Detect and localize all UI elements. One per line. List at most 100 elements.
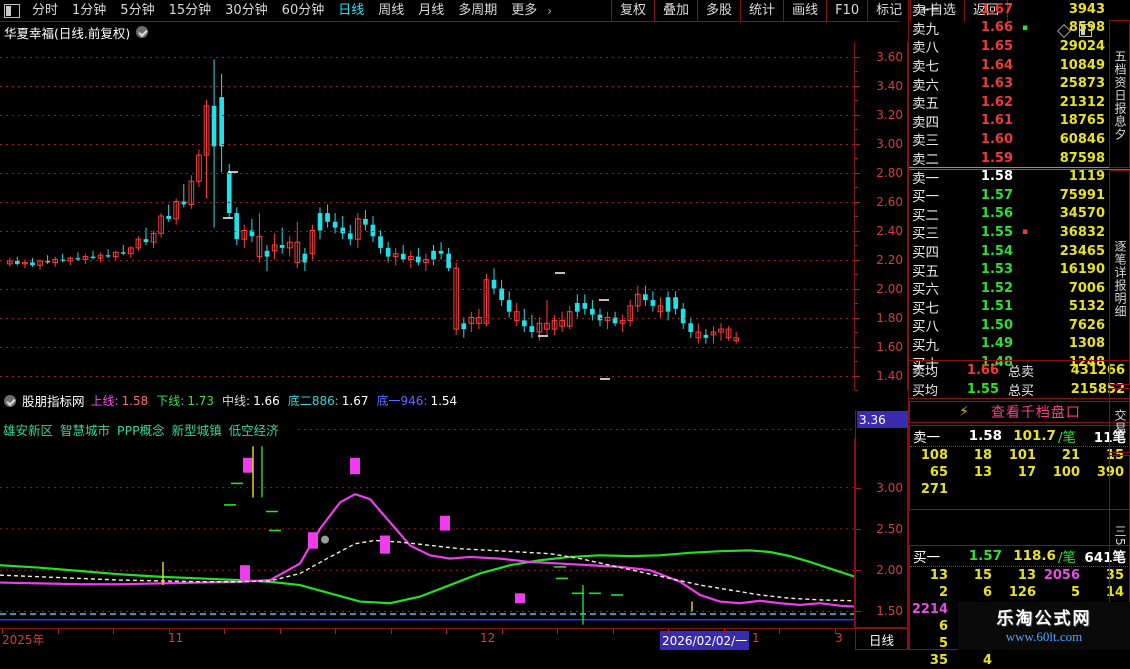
bid-row-0[interactable]: 买一 1.57 75991 [909, 186, 1109, 206]
bid-row-1[interactable]: 买二 1.56 34570 [909, 205, 1109, 224]
ask-row-0[interactable]: 卖十 1.67 3943 [909, 0, 1109, 20]
concept-tags[interactable]: 雄安新区 智慧城市 PPP概念 新型城镇 低空经济 [0, 420, 855, 438]
concept-tag-1[interactable]: 智慧城市 [60, 422, 111, 438]
period-6[interactable]: 日线 [338, 3, 365, 18]
chevron-down-icon[interactable] [136, 26, 149, 38]
date-tickmark [391, 629, 392, 634]
bid-row-6[interactable]: 买七 1.51 5132 [909, 298, 1109, 317]
layout-toggle-icon[interactable] [4, 3, 20, 18]
price-minor-tick [855, 245, 858, 246]
date-tickmark [335, 629, 336, 634]
period-7[interactable]: 周线 [378, 3, 405, 18]
chevron-right-icon[interactable]: › [547, 3, 553, 18]
buy-grid-cell-2-0: 2214 [911, 602, 948, 617]
side-tab-3[interactable]: 三5 [1109, 455, 1130, 615]
side-tab-0[interactable]: 五档资日报息夕 [1109, 20, 1130, 168]
concept-tag-0[interactable]: 雄安新区 [3, 422, 54, 438]
period-5[interactable]: 60分钟 [281, 3, 325, 18]
period-0[interactable]: 分时 [32, 3, 59, 18]
func-button-5[interactable]: F10 [826, 0, 869, 21]
func-button-1[interactable]: 叠加 [654, 0, 699, 21]
bid-row-4[interactable]: 买五 1.53 16190 [909, 260, 1109, 280]
thousand-gear-label[interactable]: 查看千档盘口 [990, 405, 1081, 421]
function-button-bar[interactable]: 复权 叠加 多股 统计 画线 F10 标记 +自选 返回 [611, 0, 1009, 22]
ask-row-6[interactable]: 卖四 1.61 18765 [909, 112, 1109, 131]
bid-row-3[interactable]: 买四 1.54 23465 [909, 242, 1109, 262]
chart-tool-icons[interactable] [1056, 23, 1092, 38]
sell-tick-grid: 108 18 101 21 15 65 13 17 100 390 271 [910, 447, 1130, 498]
bid-row-5[interactable]: 买六 1.52 7006 [909, 279, 1109, 299]
ask-row-2[interactable]: 卖八 1.65 29024 [909, 37, 1109, 57]
date-label-3: 1 [752, 631, 760, 645]
ask-row-5[interactable]: 卖五 1.62 21312 [909, 93, 1109, 113]
func-button-3[interactable]: 统计 [740, 0, 785, 21]
ask-price-3: 1.64 [980, 57, 1013, 73]
period-10[interactable]: 更多 [511, 3, 538, 18]
thousand-gear-link[interactable]: ⚡ 查看千档盘口 [909, 401, 1130, 423]
side-tab-2[interactable]: 交易 [1109, 388, 1130, 453]
indicator-field-value-1: 1.73 [187, 394, 215, 408]
ask-vol-2: 29024 [1059, 38, 1105, 54]
period-2[interactable]: 5分钟 [120, 3, 155, 18]
candlestick-chart[interactable] [0, 42, 855, 390]
func-button-4[interactable]: 画线 [783, 0, 828, 21]
indicator-field-4: 底一946: 1.54 [376, 392, 457, 409]
period-4[interactable]: 30分钟 [225, 3, 268, 18]
period-8[interactable]: 月线 [418, 3, 445, 18]
average-row-0: 卖均 1.66 总卖 431266 [909, 361, 1130, 380]
bid-level-5: 买六 [912, 282, 939, 299]
price-minor-tick [855, 129, 858, 130]
price-tick-6: 2.40 [876, 223, 903, 238]
concept-divider [297, 428, 855, 430]
func-button-8[interactable]: 返回 [964, 0, 1009, 21]
ask-row-7[interactable]: 卖三 1.60 60846 [909, 130, 1109, 150]
ask-price-9: 1.58 [980, 169, 1013, 185]
period-1[interactable]: 1分钟 [72, 3, 107, 18]
ask-row-9[interactable]: 卖一 1.58 1119 [909, 167, 1109, 187]
ask-level-1: 卖九 [912, 21, 939, 38]
price-minor-tick [855, 216, 858, 217]
ask-level-0: 卖十 [912, 3, 939, 20]
date-tickmark [58, 629, 59, 634]
side-tab-1[interactable]: 逐笔详报明细 [1109, 170, 1130, 385]
period-toolbar[interactable]: 分时 1分钟 5分钟 15分钟 30分钟 60分钟 日线 周线 月线 多周期 更多 › [0, 0, 900, 22]
date-tickmark [835, 629, 836, 634]
gridline-8 [0, 288, 854, 290]
concept-tag-3[interactable]: 新型城镇 [171, 422, 222, 438]
period-3[interactable]: 15分钟 [168, 3, 212, 18]
func-button-6[interactable]: 标记 [867, 0, 912, 21]
level2-quotes[interactable]: 卖十 1.67 3943 卖九 1.66 ▪ 8598 卖八 1.65 29024 卖七 1.64 10… [909, 0, 1109, 373]
date-tickmark [446, 629, 447, 634]
ask-vol-9: 1119 [1068, 169, 1105, 185]
ind-axis-tickmark-2 [856, 570, 861, 572]
ask-level-8: 卖二 [912, 152, 939, 169]
split-view-icon[interactable] [1079, 24, 1092, 37]
date-tickmark [224, 629, 225, 634]
bid-vol-7: 7626 [1068, 317, 1105, 333]
indicator-header: 股朋指标网 上线: 1.58 下线: 1.73 中线: 1.66 底二886: 1.67 底一9… [0, 391, 855, 410]
bid-row-2[interactable]: 买三 1.55 ▪ 36832 [909, 223, 1109, 243]
vertical-tab-strip[interactable]: 五档资日报息夕 逐笔详报明细交易 三5 [1108, 0, 1130, 650]
func-button-2[interactable]: 多股 [697, 0, 742, 21]
ask-row-4[interactable]: 卖六 1.63 25873 [909, 74, 1109, 94]
period-9[interactable]: 多周期 [458, 3, 498, 18]
ask-row-8[interactable]: 卖二 1.59 87598 [909, 149, 1109, 169]
ask-row-3[interactable]: 卖七 1.64 10849 [909, 56, 1109, 76]
book-divider-blue [909, 169, 1130, 170]
bid-row-8[interactable]: 买九 1.49 1308 [909, 335, 1109, 354]
indicator-chart[interactable] [0, 438, 855, 628]
func-button-0[interactable]: 复权 [611, 0, 656, 21]
indicator-field-1: 下线: 1.73 [156, 392, 214, 409]
bid-price-9: 1.48 [980, 355, 1013, 371]
buy-tick-unit: /笔 [1057, 550, 1076, 566]
ask-row-1[interactable]: 卖九 1.66 ▪ 8598 [909, 19, 1109, 38]
concept-tag-2[interactable]: PPP概念 [117, 422, 165, 438]
indicator-source: 股朋指标网 [22, 394, 85, 409]
concept-tag-4[interactable]: 低空经济 [228, 422, 279, 438]
bid-vol-5: 7006 [1068, 280, 1105, 296]
price-minor-tick [855, 390, 858, 391]
price-tickmark-9 [855, 317, 860, 319]
bid-row-7[interactable]: 买八 1.50 7626 [909, 316, 1109, 336]
gridline-11 [0, 375, 854, 377]
indicator-collapse-icon[interactable] [4, 394, 16, 407]
